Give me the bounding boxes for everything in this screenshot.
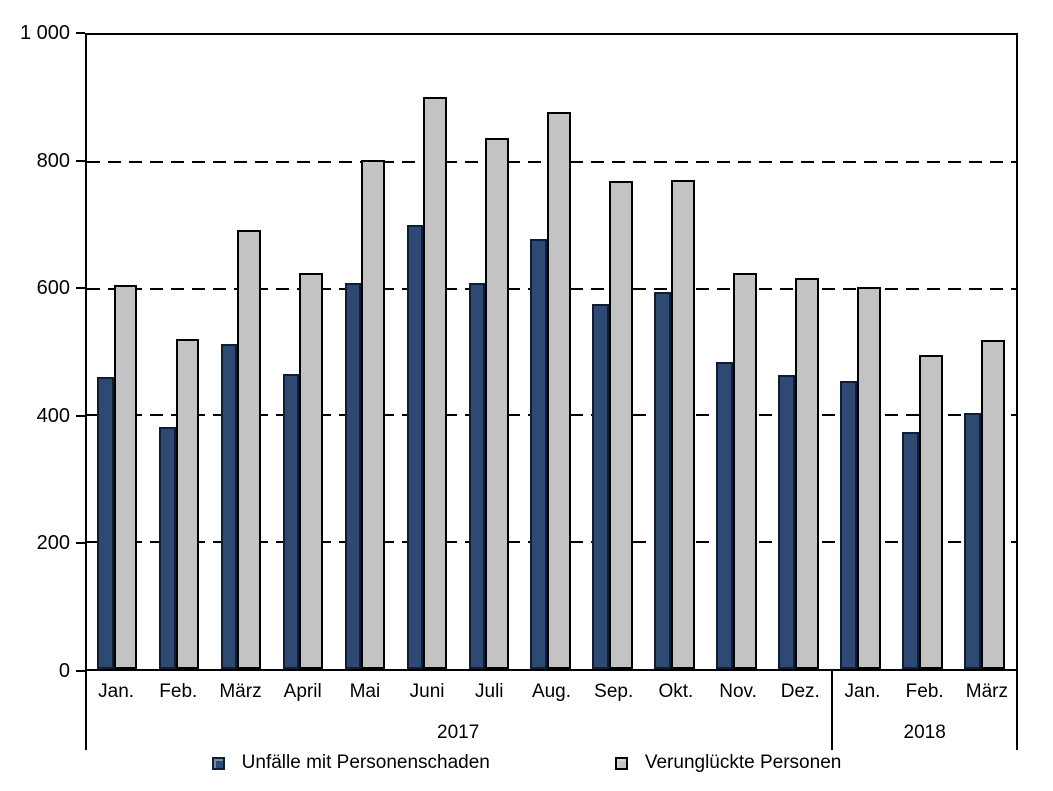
bar-verunglueckte-6 <box>485 137 510 669</box>
y-tick-mark-200 <box>76 542 85 545</box>
month-column-13 <box>892 35 954 669</box>
month-column-5 <box>397 35 459 669</box>
bar-unfaelle-9 <box>654 292 672 669</box>
bar-unfaelle-6 <box>468 282 486 669</box>
legend-item-verunglueckte: Verunglückte Personen <box>614 752 842 774</box>
y-tick-label-600: 600 <box>36 277 70 300</box>
x-tick-label-1: Feb. <box>159 681 198 702</box>
bar-verunglueckte-2 <box>237 229 262 669</box>
year-divider-2 <box>1016 671 1018 750</box>
x-tick-label-9: Okt. <box>658 681 694 702</box>
y-tick-label-1000: 1 000 <box>19 22 70 44</box>
legend-label-unfaelle: Unfälle mit Personenschaden <box>241 752 490 773</box>
bar-verunglueckte-4 <box>361 159 386 669</box>
month-column-2 <box>211 35 273 669</box>
legend-marker-verunglueckte-icon <box>614 756 628 770</box>
bar-verunglueckte-11 <box>794 277 819 669</box>
month-column-7 <box>521 35 583 669</box>
bar-verunglueckte-9 <box>671 179 695 669</box>
bar-verunglueckte-3 <box>299 273 324 669</box>
y-tick-label-0: 0 <box>58 660 70 682</box>
month-column-11 <box>768 35 830 669</box>
bar-verunglueckte-14 <box>980 339 1005 669</box>
x-tick-label-14: März <box>965 681 1008 702</box>
x-tick-label-13: Feb. <box>905 681 944 702</box>
month-column-14 <box>954 35 1016 669</box>
bar-unfaelle-4 <box>344 282 362 669</box>
bar-verunglueckte-7 <box>547 112 571 669</box>
bar-unfaelle-11 <box>778 374 795 669</box>
year-divider-0 <box>85 671 87 750</box>
x-tick-label-5: Juni <box>409 681 445 702</box>
x-tick-label-2: März <box>219 681 262 702</box>
y-tick-label-200: 200 <box>36 532 70 555</box>
bar-verunglueckte-13 <box>918 354 943 669</box>
month-column-1 <box>149 35 211 669</box>
x-tick-label-0: Jan. <box>98 681 135 702</box>
bar-unfaelle-5 <box>406 225 424 669</box>
plot-area <box>85 33 1018 671</box>
legend-marker-unfaelle-icon <box>211 756 225 770</box>
x-tick-label-4: Mai <box>349 681 381 702</box>
month-column-8 <box>582 35 644 669</box>
month-column-10 <box>706 35 768 669</box>
bar-unfaelle-8 <box>592 304 610 669</box>
y-tick-mark-1000 <box>76 32 85 34</box>
month-column-0 <box>87 35 149 669</box>
year-label-2017: 2017 <box>437 722 480 743</box>
bar-unfaelle-13 <box>902 431 919 669</box>
x-tick-label-3: April <box>283 681 322 702</box>
y-tick-label-800: 800 <box>36 149 70 172</box>
y-tick-mark-0 <box>76 670 85 672</box>
x-tick-label-11: Dez. <box>780 681 820 702</box>
month-column-4 <box>335 35 397 669</box>
bar-verunglueckte-1 <box>175 339 200 669</box>
year-label-2018: 2018 <box>903 722 946 743</box>
year-divider-1 <box>831 671 834 750</box>
bar-unfaelle-1 <box>158 426 176 669</box>
legend-label-verunglueckte: Verunglückte Personen <box>644 752 842 773</box>
bar-verunglueckte-5 <box>423 96 448 669</box>
bar-unfaelle-10 <box>716 361 733 669</box>
month-column-12 <box>830 35 892 669</box>
legend-item-unfaelle: Unfälle mit Personenschaden <box>211 752 490 774</box>
bar-unfaelle-0 <box>96 377 114 669</box>
month-column-6 <box>459 35 521 669</box>
x-tick-label-7: Aug. <box>531 681 572 702</box>
bar-unfaelle-12 <box>840 380 857 669</box>
bar-verunglueckte-10 <box>732 273 757 669</box>
bar-verunglueckte-0 <box>113 285 138 669</box>
bar-unfaelle-2 <box>220 344 238 669</box>
x-tick-label-12: Jan. <box>844 681 881 702</box>
bar-unfaelle-7 <box>530 238 548 669</box>
bar-verunglueckte-12 <box>856 287 881 669</box>
x-tick-label-6: Juli <box>475 681 504 702</box>
y-tick-label-400: 400 <box>36 404 70 427</box>
bar-verunglueckte-8 <box>609 180 633 669</box>
bar-unfaelle-14 <box>963 412 981 669</box>
y-tick-mark-800 <box>76 159 85 162</box>
bar-unfaelle-3 <box>282 374 300 669</box>
x-tick-label-10: Nov. <box>719 681 757 702</box>
x-tick-label-8: Sep. <box>594 681 634 702</box>
legend: Unfälle mit Personenschaden Verunglückte… <box>0 752 1053 774</box>
month-column-9 <box>644 35 706 669</box>
y-tick-mark-400 <box>76 414 85 417</box>
month-column-3 <box>273 35 335 669</box>
y-tick-mark-600 <box>76 287 85 290</box>
